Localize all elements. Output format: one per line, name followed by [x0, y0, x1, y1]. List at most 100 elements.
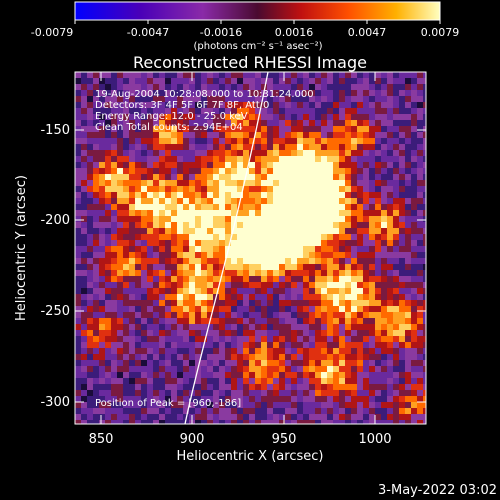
x-axis-label: Heliocentric X (arcsec) [177, 449, 324, 464]
image-pixel [93, 360, 99, 366]
image-pixel [393, 360, 399, 366]
image-pixel [123, 102, 129, 108]
image-pixel [147, 96, 153, 102]
image-pixel [375, 300, 381, 306]
image-pixel [411, 264, 417, 270]
image-pixel [285, 156, 291, 162]
image-pixel [207, 300, 213, 306]
image-pixel [243, 228, 249, 234]
image-pixel [387, 108, 393, 114]
image-pixel [285, 384, 291, 390]
x-tick-label: 1000 [358, 432, 391, 447]
image-pixel [285, 240, 291, 246]
image-pixel [261, 288, 267, 294]
image-pixel [207, 156, 213, 162]
image-pixel [261, 168, 267, 174]
image-pixel [345, 324, 351, 330]
image-pixel [117, 288, 123, 294]
image-pixel [357, 180, 363, 186]
image-pixel [255, 222, 261, 228]
image-pixel [207, 384, 213, 390]
image-pixel [417, 204, 423, 210]
image-pixel [117, 204, 123, 210]
image-pixel [153, 210, 159, 216]
image-pixel [99, 270, 105, 276]
image-pixel [393, 90, 399, 96]
image-pixel [231, 78, 237, 84]
image-pixel [273, 132, 279, 138]
image-pixel [417, 96, 423, 102]
image-pixel [399, 192, 405, 198]
image-pixel [399, 216, 405, 222]
image-pixel [201, 210, 207, 216]
image-pixel [93, 90, 99, 96]
image-pixel [141, 126, 147, 132]
image-pixel [249, 84, 255, 90]
image-pixel [285, 312, 291, 318]
image-pixel [315, 288, 321, 294]
image-pixel [195, 336, 201, 342]
image-pixel [411, 240, 417, 246]
image-pixel [315, 186, 321, 192]
image-pixel [237, 324, 243, 330]
image-pixel [219, 102, 225, 108]
image-pixel [201, 102, 207, 108]
image-pixel [87, 420, 93, 424]
image-pixel [381, 246, 387, 252]
image-pixel [225, 120, 231, 126]
image-pixel [363, 366, 369, 372]
image-pixel [387, 144, 393, 150]
image-pixel [105, 336, 111, 342]
image-pixel [177, 72, 183, 78]
image-pixel [345, 312, 351, 318]
image-pixel [123, 138, 129, 144]
image-pixel [273, 222, 279, 228]
image-pixel [273, 150, 279, 156]
image-pixel [267, 252, 273, 258]
image-pixel [225, 294, 231, 300]
image-pixel [411, 192, 417, 198]
image-pixel [339, 198, 345, 204]
image-pixel [147, 114, 153, 120]
image-pixel [279, 156, 285, 162]
image-pixel [171, 378, 177, 384]
image-pixel [357, 360, 363, 366]
image-pixel [207, 240, 213, 246]
image-pixel [237, 282, 243, 288]
image-pixel [171, 138, 177, 144]
image-pixel [411, 78, 417, 84]
image-pixel [159, 342, 165, 348]
image-pixel [423, 168, 426, 174]
image-pixel [381, 72, 387, 78]
image-pixel [375, 90, 381, 96]
image-pixel [207, 246, 213, 252]
image-pixel [237, 240, 243, 246]
image-pixel [93, 108, 99, 114]
image-pixel [159, 126, 165, 132]
image-pixel [387, 192, 393, 198]
image-pixel [183, 342, 189, 348]
image-pixel [333, 402, 339, 408]
image-pixel [351, 234, 357, 240]
image-pixel [351, 252, 357, 258]
image-pixel [93, 390, 99, 396]
image-pixel [339, 240, 345, 246]
image-pixel [81, 222, 87, 228]
image-pixel [345, 270, 351, 276]
image-pixel [75, 330, 81, 336]
image-pixel [363, 354, 369, 360]
image-pixel [309, 180, 315, 186]
image-pixel [123, 294, 129, 300]
image-pixel [375, 162, 381, 168]
image-pixel [339, 192, 345, 198]
image-pixel [105, 216, 111, 222]
image-pixel [141, 246, 147, 252]
image-pixel [339, 132, 345, 138]
image-pixel [147, 180, 153, 186]
image-pixel [213, 408, 219, 414]
image-pixel [417, 102, 423, 108]
image-pixel [393, 372, 399, 378]
image-pixel [111, 420, 117, 424]
image-pixel [417, 360, 423, 366]
image-pixel [303, 234, 309, 240]
